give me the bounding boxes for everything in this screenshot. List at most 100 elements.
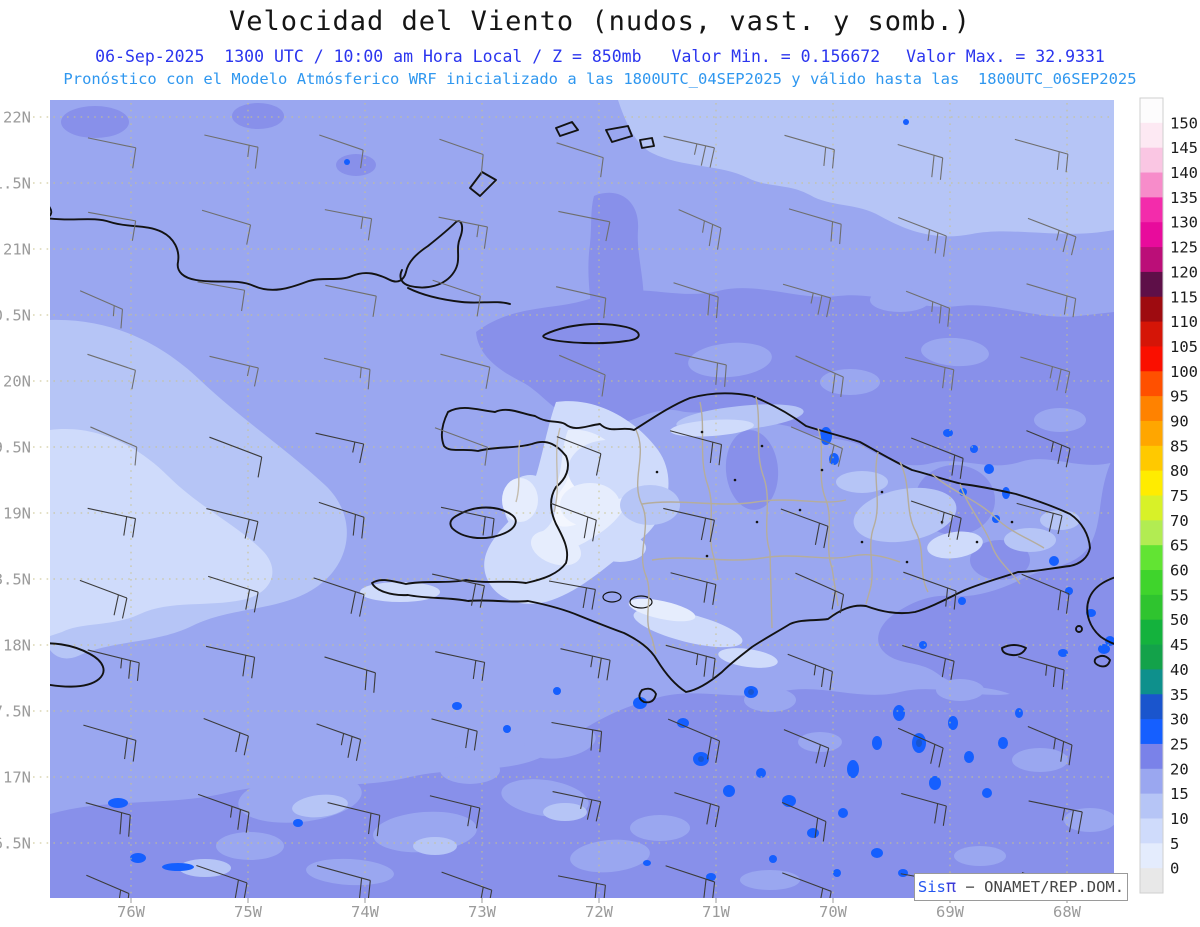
lat-label: 22N [3,109,31,127]
wind-barb [208,575,259,613]
contour-patch [670,419,754,437]
high-wind-spot [503,725,511,733]
contour-patch [628,598,696,622]
colorbar-segment [1140,396,1163,422]
wind-barb [1026,430,1071,468]
colorbar-segment [1140,520,1163,546]
colorbar-tick-label: 5 [1170,835,1179,853]
wind-barb [557,875,606,898]
high-wind-spot [833,869,841,877]
contour-patch [413,837,457,855]
colorbar-tick-label: 120 [1170,263,1198,281]
colorbar-segment [1140,719,1163,745]
colorbar-tick-label: 85 [1170,437,1189,455]
wind-barb [88,211,137,241]
colorbar-segment [1140,768,1163,795]
wind-barb [1027,726,1073,766]
wind-barb [905,290,951,327]
gonave-island [449,506,517,540]
colorbar-segment [1140,321,1163,347]
high-wind-spot [948,716,958,730]
high-wind-spot [893,705,905,721]
wind-barb [319,134,364,169]
colorbar-segment [1140,371,1163,397]
contour-patch [954,846,1006,866]
high-wind-spot [769,855,777,863]
wind-barb [209,355,259,387]
wind-barb [206,508,259,541]
wind-barb [678,209,722,250]
colorbar-segment [1140,122,1163,149]
colorbar-segment [1140,570,1163,596]
wind-barb [673,282,719,319]
wind-barb [898,216,947,257]
lon-label: 72W [585,903,614,921]
wind-barb [87,353,137,390]
attribution-brand: Sis [917,878,946,896]
wind-barb [782,283,832,318]
wind-barb [560,648,611,681]
page-title: Velocidad del Viento (nudos, vast. y som… [229,6,971,37]
wind-barb [1014,138,1069,173]
contour-patch [853,487,957,543]
wind-barb [439,138,484,176]
wind-barb [434,427,488,466]
lat-label: 20N [3,373,31,391]
lat-label: 7.5N [0,703,31,721]
contour-patch [360,582,440,602]
high-wind-spot [1002,487,1010,499]
cuba-coastline [50,206,53,217]
wind-barb [438,216,488,249]
wind-barb [663,135,715,168]
wind-barb [440,353,491,389]
wind-barb [903,571,957,610]
contour-patch [594,534,646,562]
colorbar-segment [1140,743,1163,770]
contour-patch [630,815,690,841]
high-wind-spot [838,808,848,818]
colorbar-tick-label: 130 [1170,214,1198,232]
high-wind-spot [108,798,128,808]
contour-patch [798,732,842,752]
wind-barb [783,729,830,767]
wind-barb [910,437,964,479]
high-wind-spot [130,853,146,863]
colorbar-tick-label: 65 [1170,537,1189,555]
wind-barb [665,644,716,680]
colorbar-tick-label: 75 [1170,487,1189,505]
terrain-dot [655,470,659,474]
terrain-dot [798,508,802,512]
lat-label: 18N [3,637,31,655]
contour-patch [560,483,620,527]
contour-patch [306,858,394,886]
wind-barb [902,644,955,680]
colorbar-tick-label: 70 [1170,512,1189,530]
contour-patch [927,531,983,559]
wind-barb [788,208,842,245]
saona-island [1001,644,1027,657]
high-wind-spots [108,119,1114,881]
wind-barb [315,432,365,464]
high-wind-spot [871,848,883,858]
wind-barb [1026,283,1077,318]
wind-barb [316,865,371,898]
wind-barb [204,134,259,169]
contour-patch [870,288,930,312]
lat-label: 8.5N [0,571,31,589]
wind-barb [1016,502,1063,535]
lon-label: 69W [936,903,965,921]
hispaniola-coastline [371,392,1091,693]
wind-barb [429,795,481,829]
terrain-dot [975,540,979,544]
colorbar-tick-label: 90 [1170,412,1189,430]
colorbar-tick-label: 55 [1170,586,1189,604]
wind-barb [325,284,377,317]
wind-barb [555,286,607,319]
cuba-coastline [50,217,464,291]
wind-barb [201,209,252,245]
colorbar-segment [1140,818,1163,844]
colorbar-segment [1140,470,1163,496]
high-wind-spot [970,445,978,453]
